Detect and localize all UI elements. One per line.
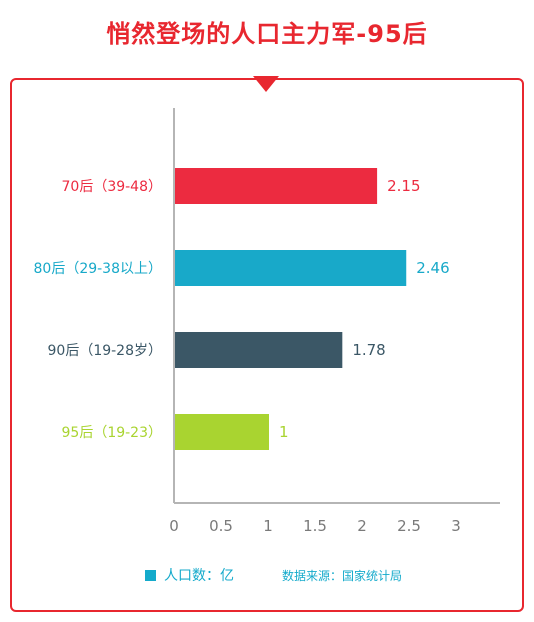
x-tick-label: 0.5 — [209, 517, 233, 535]
bar — [175, 332, 343, 368]
x-tick-label: 3 — [451, 517, 461, 535]
x-tick-label: 2.5 — [397, 517, 421, 535]
value-label: 1 — [279, 423, 289, 441]
value-label: 2.46 — [416, 259, 449, 277]
legend: 人口数：亿 — [145, 565, 234, 585]
legend-swatch — [145, 569, 156, 581]
value-label: 1.78 — [352, 341, 385, 359]
x-tick-label: 1 — [263, 517, 273, 535]
x-tick-label: 1.5 — [303, 517, 327, 535]
x-tick-label: 2 — [357, 517, 367, 535]
chart-title: 悄然登场的人口主力军-95后 — [106, 20, 428, 48]
category-label: 80后（29-38以上） — [34, 261, 163, 277]
category-label: 95后（19-23） — [62, 425, 163, 441]
bar — [175, 168, 378, 204]
x-tick-label: 0 — [169, 517, 179, 535]
title-pointer-icon — [253, 76, 279, 92]
category-label: 90后（19-28岁） — [48, 343, 163, 359]
bar — [175, 250, 407, 286]
value-label: 2.15 — [387, 177, 420, 195]
category-label: 70后（39-48） — [62, 179, 163, 195]
data-source: 数据来源：国家统计局 — [282, 569, 403, 583]
bar — [175, 414, 269, 450]
legend-label: 人口数：亿 — [164, 568, 234, 584]
